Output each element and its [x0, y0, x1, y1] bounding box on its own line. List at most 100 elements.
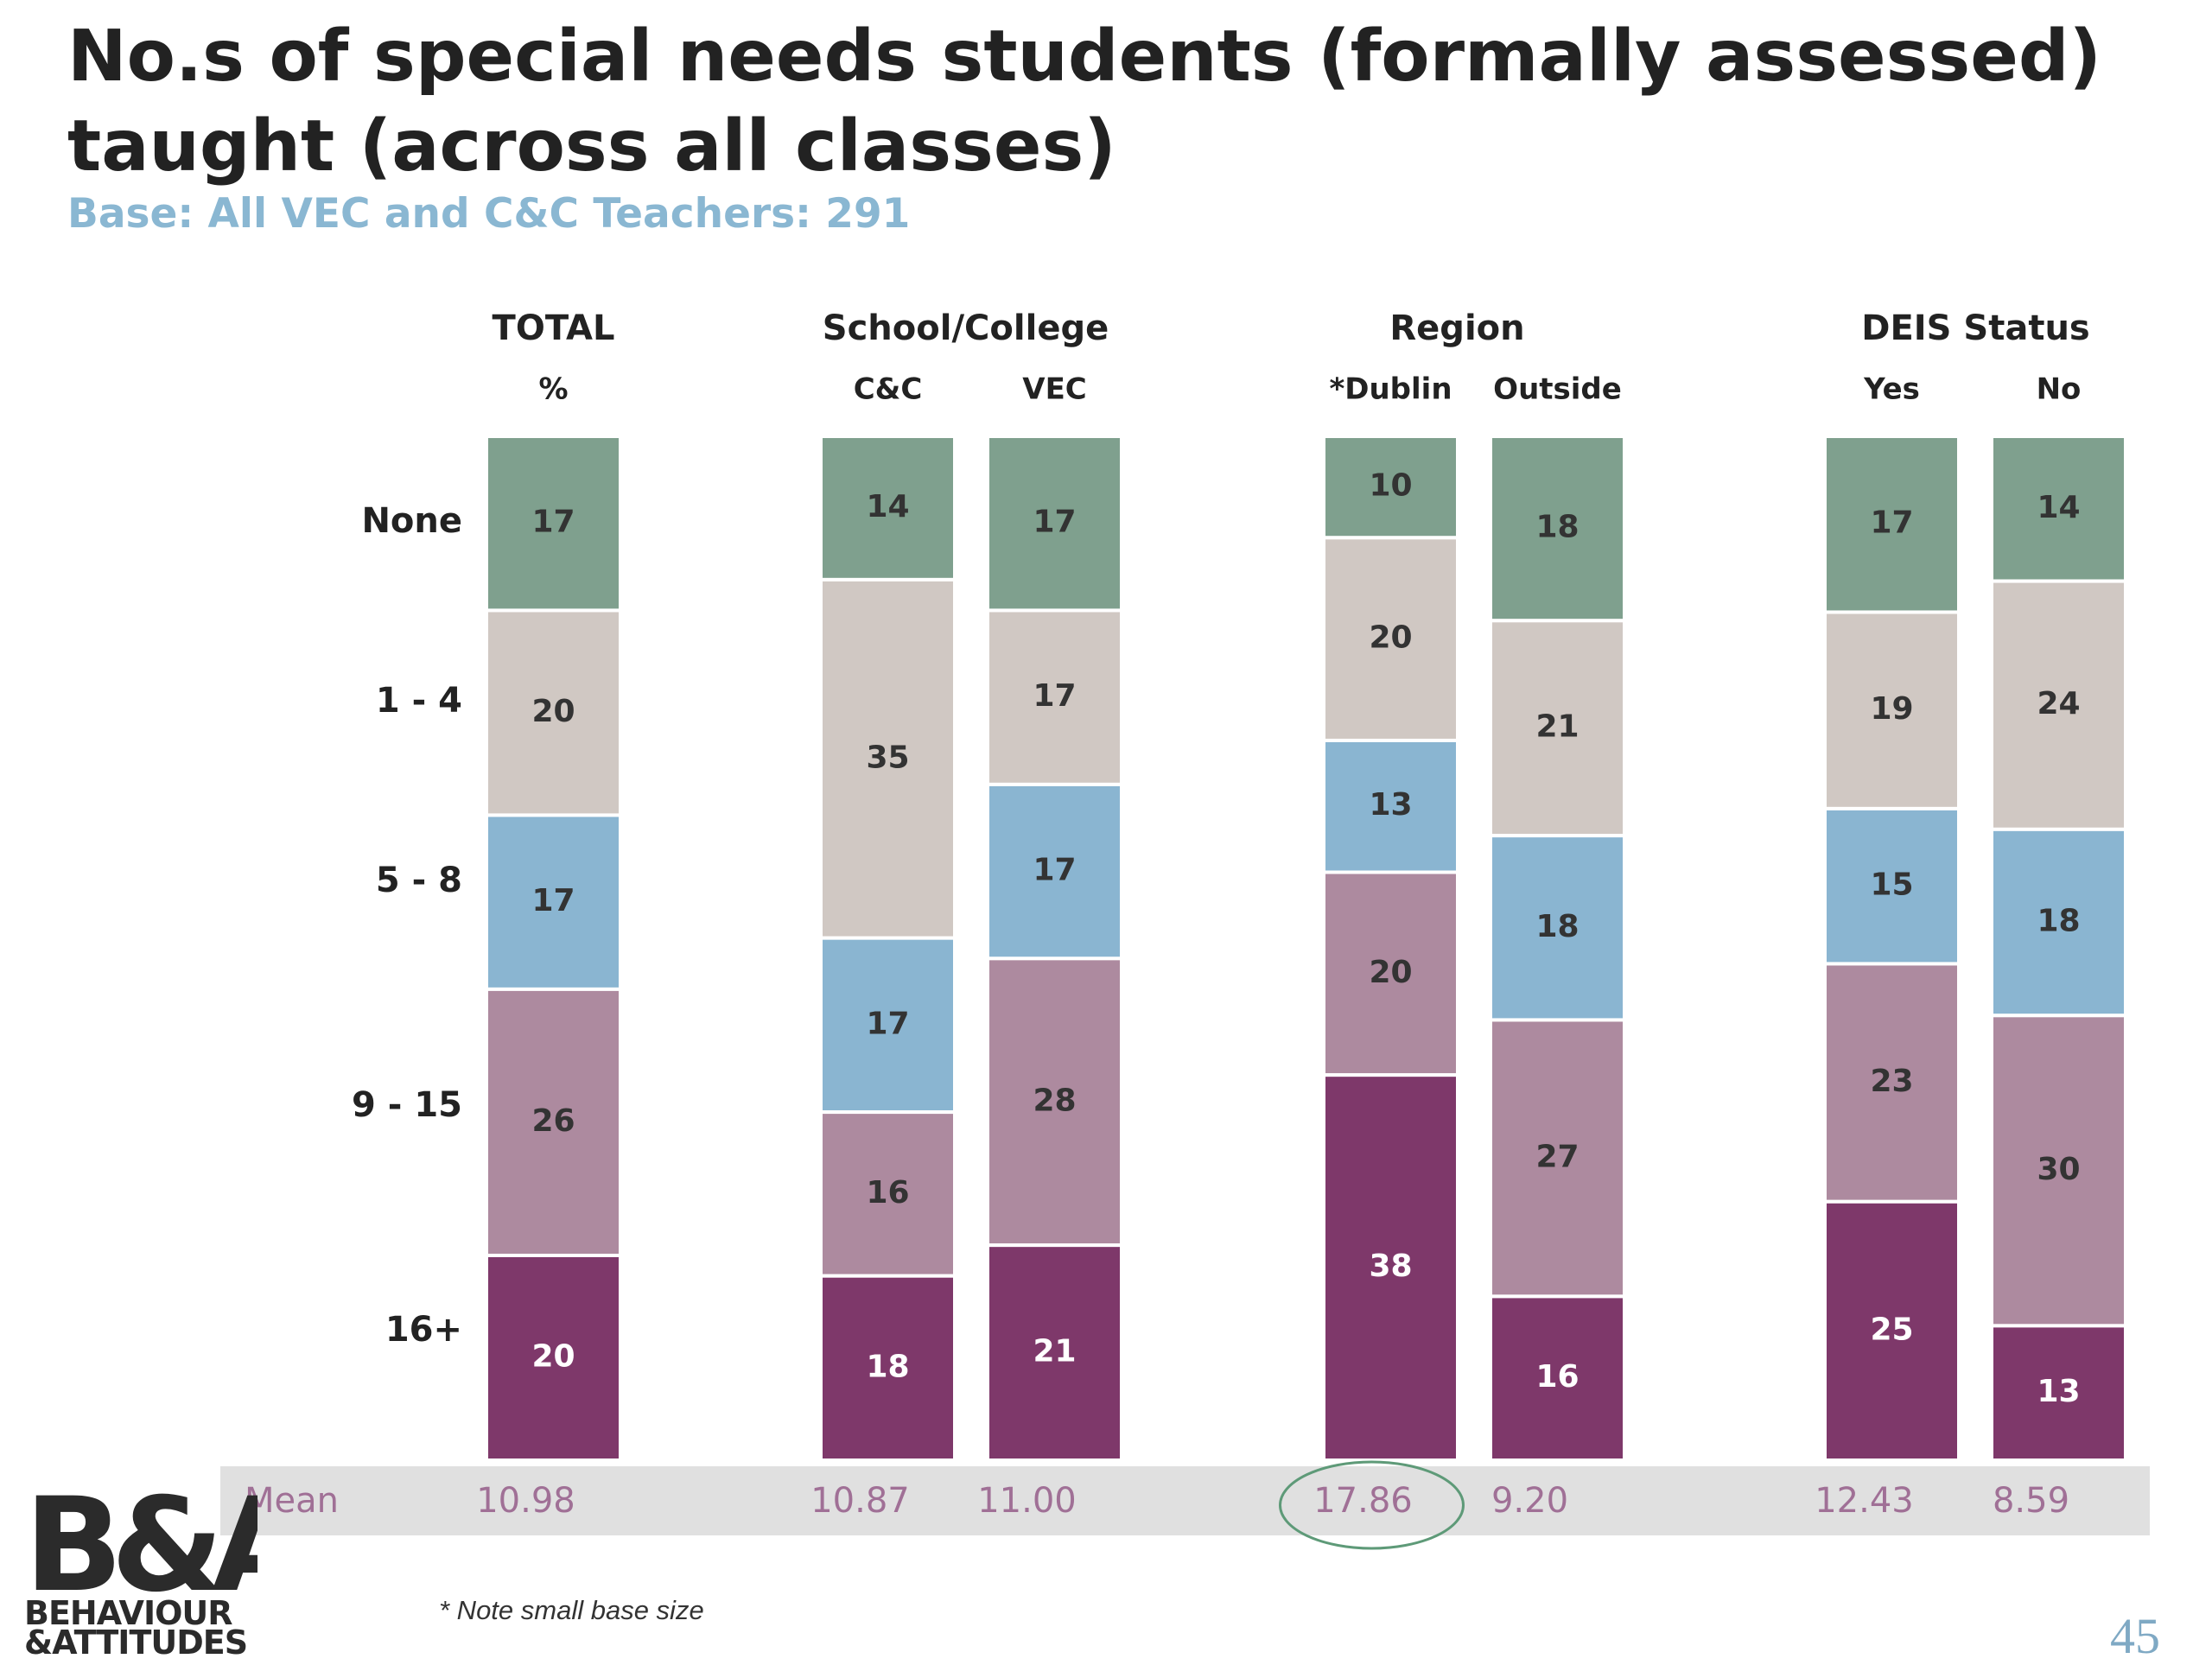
bar-segment: [1823, 435, 1961, 614]
bar-segment: [1990, 1014, 2127, 1328]
bar-segment: [986, 956, 1123, 1248]
bar-value-label: 20: [531, 1339, 575, 1375]
bar-value-label: 14: [2037, 490, 2080, 525]
mean-value: 8.59: [1993, 1481, 2069, 1521]
bar-segment: [1489, 1018, 1626, 1299]
bar-value-label: 21: [1535, 709, 1579, 745]
bar-value-label: 38: [1369, 1249, 1412, 1284]
category-label: 9 - 15: [352, 1085, 462, 1125]
bar-value-label: 17: [1033, 505, 1076, 540]
bar-value-label: 14: [866, 489, 909, 524]
bar-value-label: 30: [2037, 1152, 2080, 1187]
bar-value-label: 17: [531, 883, 575, 918]
bar-value-label: 18: [1535, 909, 1579, 944]
column-subheader: %: [538, 372, 568, 407]
group-header: Region: [1389, 308, 1524, 348]
bar-segment: [1322, 738, 1459, 874]
bar-value-label: 35: [866, 740, 909, 775]
bar-value-label: 18: [1535, 510, 1579, 545]
mean-value: 10.87: [810, 1481, 910, 1521]
category-label: 16+: [385, 1310, 462, 1350]
bar-segment: [1990, 827, 2127, 1018]
column-subheader: C&C: [854, 372, 923, 407]
category-label: None: [361, 501, 462, 541]
bar-value-label: 20: [531, 694, 575, 729]
footnote: * Note small base size: [439, 1595, 704, 1625]
bar-value-label: 16: [866, 1175, 909, 1211]
bar-segment: [485, 435, 622, 613]
bar-value-label: 13: [1369, 787, 1412, 823]
bar-value-label: 23: [1870, 1064, 1913, 1099]
bar-segment: [1489, 619, 1626, 838]
bar-segment: [1823, 1199, 1961, 1462]
bar-segment: [986, 782, 1123, 961]
bar-value-label: 21: [1033, 1334, 1076, 1369]
bar-segment: [1990, 435, 2127, 583]
bar-segment: [986, 608, 1123, 786]
bar-value-label: 18: [866, 1349, 909, 1384]
bar-segment: [1489, 1294, 1626, 1463]
column-subheader: Outside: [1493, 372, 1622, 407]
bar-segment: [1489, 435, 1626, 623]
bar-segment: [1823, 806, 1961, 966]
bar-value-label: 20: [1369, 620, 1412, 656]
column-subheader: Yes: [1863, 372, 1920, 407]
bar-segment: [1823, 610, 1961, 810]
bar-value-label: 17: [531, 505, 575, 540]
bar-value-label: 24: [2037, 686, 2080, 721]
category-label: 5 - 8: [376, 861, 462, 900]
mean-value: 12.43: [1815, 1481, 1914, 1521]
bar-segment: [819, 577, 957, 940]
bar-segment: [819, 1274, 957, 1462]
bar-value-label: 26: [531, 1103, 575, 1139]
bar-value-label: 18: [2037, 904, 2080, 939]
behaviour-attitudes-logo: B&A BEHAVIOUR &ATTITUDES: [24, 1471, 257, 1659]
bar-segment: [485, 1254, 622, 1462]
bar-value-label: 27: [1535, 1139, 1579, 1174]
chart-title: No.s of special needs students (formally…: [67, 16, 2102, 187]
chart-subtitle: Base: All VEC and C&C Teachers: 291: [67, 190, 911, 238]
mean-label: Mean: [245, 1481, 339, 1521]
category-label: 1 - 4: [376, 681, 462, 721]
bar-value-label: 28: [1033, 1083, 1076, 1118]
bar-value-label: 10: [1369, 468, 1412, 504]
bar-value-label: 17: [1033, 853, 1076, 888]
mean-value: 11.00: [977, 1481, 1077, 1521]
logo-line-behaviour: BEHAVIOUR: [24, 1594, 232, 1632]
bar-segment: [986, 435, 1123, 613]
page-number: 45: [2110, 1608, 2160, 1664]
group-header: School/College: [823, 308, 1109, 348]
bar-value-label: 15: [1870, 867, 1913, 903]
column-subheader: VEC: [1022, 372, 1087, 407]
bar-segment: [1322, 1073, 1459, 1463]
bar-segment: [1990, 1324, 2127, 1462]
highlight-circle: [1279, 1460, 1465, 1550]
bar-value-label: 19: [1870, 691, 1913, 727]
bar-segment: [1322, 870, 1459, 1077]
bar-segment: [1990, 579, 2127, 831]
bar-value-label: 25: [1870, 1312, 1913, 1347]
column-subheader: *Dublin: [1329, 372, 1452, 407]
bar-segment: [986, 1243, 1123, 1463]
bar-value-label: 17: [1870, 505, 1913, 541]
column-subheader: No: [2037, 372, 2082, 407]
mean-band: [220, 1466, 2150, 1535]
bar-value-label: 17: [1033, 678, 1076, 714]
logo-mark: B&A: [24, 1471, 257, 1621]
bar-value-label: 20: [1369, 955, 1412, 990]
bar-value-label: 16: [1535, 1359, 1579, 1395]
bar-segment: [1322, 536, 1459, 742]
group-header: DEIS Status: [1861, 308, 2089, 348]
mean-value: 10.98: [476, 1481, 575, 1521]
bar-segment: [1322, 435, 1459, 540]
bar-segment: [819, 936, 957, 1115]
logo-line-attitudes: &ATTITUDES: [24, 1624, 247, 1659]
group-header: TOTAL: [493, 308, 615, 348]
bar-value-label: 17: [866, 1006, 909, 1041]
bar-segment: [1823, 962, 1961, 1204]
mean-value: 9.20: [1491, 1481, 1568, 1521]
bar-segment: [819, 1110, 957, 1278]
bar-value-label: 13: [2037, 1374, 2080, 1409]
mean-value: 17.86: [1313, 1481, 1413, 1521]
